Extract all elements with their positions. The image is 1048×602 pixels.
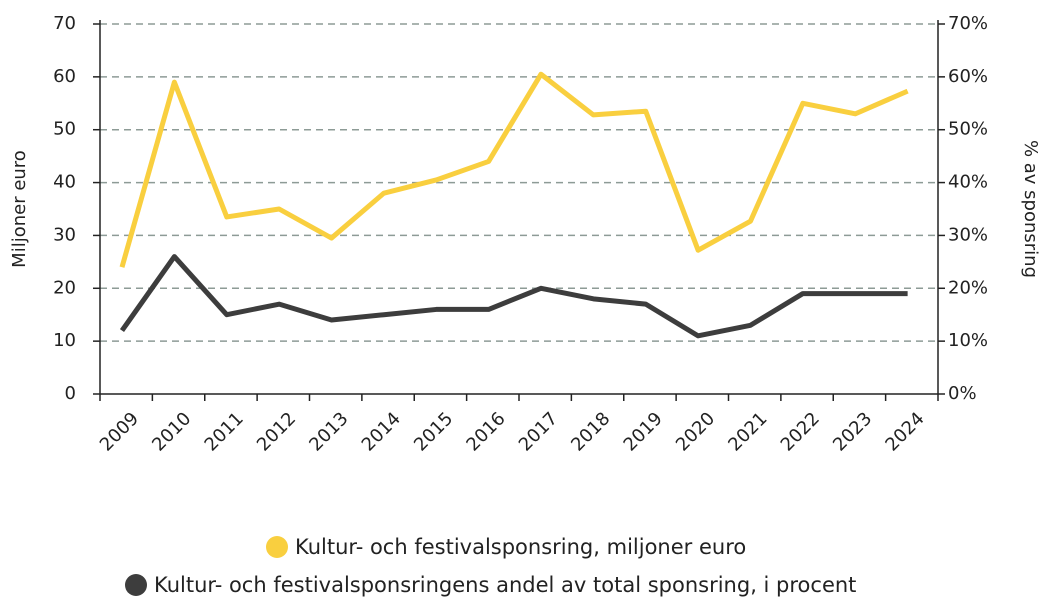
x-tick-label: 2024 bbox=[881, 408, 928, 455]
y-tick-label: 10 bbox=[53, 330, 76, 351]
y-tick-label: 50 bbox=[53, 119, 76, 140]
x-tick-label: 2017 bbox=[515, 408, 562, 455]
legend-label: Kultur- och festivalsponsringens andel a… bbox=[154, 573, 856, 597]
series-line bbox=[119, 71, 909, 268]
y2-axis-label: % av sponsring bbox=[1020, 140, 1041, 278]
y2-tick-label: 60% bbox=[948, 66, 988, 87]
x-tick-label: 2016 bbox=[462, 408, 509, 455]
y2-tick-label: 10% bbox=[948, 330, 988, 351]
x-tick-label: 2011 bbox=[201, 408, 248, 455]
x-tick-label: 2013 bbox=[305, 408, 352, 455]
y-tick-label: 60 bbox=[53, 66, 76, 87]
series-line bbox=[119, 254, 908, 339]
x-tick-label: 2010 bbox=[148, 408, 195, 455]
legend-marker bbox=[266, 536, 288, 558]
x-tick-label: 2020 bbox=[672, 408, 719, 455]
y2-tick-label: 70% bbox=[948, 13, 988, 34]
x-tick-label: 2015 bbox=[410, 408, 457, 455]
y-axis-label: Miljoner euro bbox=[9, 150, 30, 268]
y-tick-label: 40 bbox=[53, 172, 76, 193]
x-tick-label: 2022 bbox=[777, 408, 824, 455]
y2-tick-label: 20% bbox=[948, 277, 988, 298]
x-tick-label: 2021 bbox=[724, 408, 771, 455]
y-tick-label: 30 bbox=[53, 224, 76, 245]
x-tick-label: 2012 bbox=[253, 408, 300, 455]
y2-tick-label: 30% bbox=[948, 224, 988, 245]
y2-tick-label: 50% bbox=[948, 119, 988, 140]
x-tick-label: 2019 bbox=[620, 408, 667, 455]
legend-marker bbox=[125, 574, 147, 596]
y2-tick-label: 0% bbox=[948, 383, 977, 404]
x-tick-label: 2023 bbox=[829, 408, 876, 455]
y-tick-label: 0 bbox=[65, 383, 76, 404]
x-tick-label: 2009 bbox=[96, 408, 143, 455]
y2-tick-label: 40% bbox=[948, 172, 988, 193]
legend-label: Kultur- och festivalsponsring, miljoner … bbox=[295, 535, 746, 559]
y-tick-label: 70 bbox=[53, 13, 76, 34]
y-tick-label: 20 bbox=[53, 277, 76, 298]
x-tick-label: 2014 bbox=[358, 408, 405, 455]
x-tick-label: 2018 bbox=[567, 408, 614, 455]
